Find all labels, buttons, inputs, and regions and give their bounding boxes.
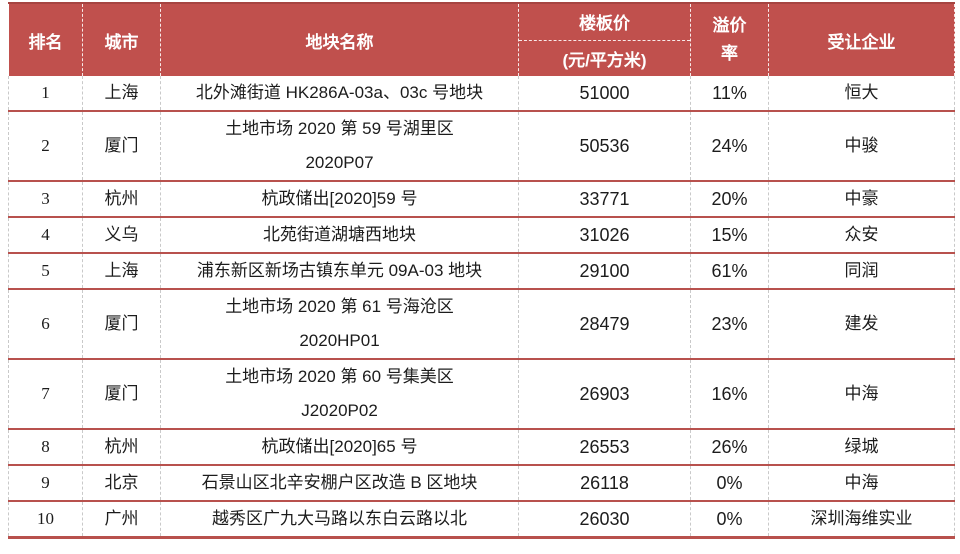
cell-city: 上海 [82,76,161,111]
cell-floor-price: 51000 [518,76,691,111]
cell-company: 深圳海维实业 [768,501,955,538]
cell-company: 绿城 [768,429,955,465]
cell-company: 建发 [768,289,955,359]
table-row: 3 杭州 杭政储出[2020]59 号 33771 20% 中豪 [8,181,955,217]
table-row: 6 厦门 土地市场 2020 第 61 号海沧区 2020HP01 28479 23% 建… [8,289,955,359]
header-premium-rate-label: 溢价 率 [712,16,747,63]
cell-parcel-name: 土地市场 2020 第 59 号湖里区 2020P07 [160,111,519,181]
header-premium-rate: 溢价 率 [690,2,769,76]
cell-parcel-name: 石景山区北辛安棚户区改造 B 区地块 [160,465,519,501]
cell-premium-rate: 20% [690,181,769,217]
cell-premium-rate: 24% [690,111,769,181]
cell-city: 厦门 [82,111,161,181]
table-row: 1 上海 北外滩街道 HK286A-03a、03c 号地块 51000 11% 恒大 [8,76,955,111]
table-row: 9 北京 石景山区北辛安棚户区改造 B 区地块 26118 0% 中海 [8,465,955,501]
header-floor-price: 楼板价 (元/平方米) [518,2,691,76]
cell-premium-rate: 0% [690,501,769,538]
header-rank: 排名 [8,2,83,76]
cell-company: 中海 [768,465,955,501]
header-parcel-name: 地块名称 [160,2,519,76]
cell-city: 上海 [82,253,161,289]
cell-city: 杭州 [82,429,161,465]
header-company: 受让企业 [768,2,955,76]
cell-rank: 10 [8,501,83,538]
cell-floor-price: 50536 [518,111,691,181]
table-body: 1 上海 北外滩街道 HK286A-03a、03c 号地块 51000 11% 恒大 2 厦门… [8,76,955,538]
cell-parcel-name: 浦东新区新场古镇东单元 09A-03 地块 [160,253,519,289]
cell-premium-rate: 23% [690,289,769,359]
cell-rank: 6 [8,289,83,359]
cell-city: 厦门 [82,359,161,429]
cell-parcel-name: 杭政储出[2020]65 号 [160,429,519,465]
cell-floor-price: 26030 [518,501,691,538]
cell-company: 恒大 [768,76,955,111]
cell-city: 杭州 [82,181,161,217]
header-city: 城市 [82,2,161,76]
cell-floor-price: 26118 [518,465,691,501]
cell-premium-rate: 26% [690,429,769,465]
cell-company: 中骏 [768,111,955,181]
cell-rank: 3 [8,181,83,217]
cell-parcel-name: 土地市场 2020 第 61 号海沧区 2020HP01 [160,289,519,359]
cell-parcel-name: 土地市场 2020 第 60 号集美区 J2020P02 [160,359,519,429]
header-floor-price-label: 楼板价 [519,4,690,41]
cell-rank: 1 [8,76,83,111]
cell-parcel-name: 杭政储出[2020]59 号 [160,181,519,217]
cell-company: 同润 [768,253,955,289]
cell-city: 义乌 [82,217,161,253]
header-floor-price-unit: (元/平方米) [562,50,647,70]
cell-rank: 5 [8,253,83,289]
cell-rank: 2 [8,111,83,181]
cell-floor-price: 26553 [518,429,691,465]
cell-premium-rate: 16% [690,359,769,429]
cell-floor-price: 26903 [518,359,691,429]
cell-floor-price: 31026 [518,217,691,253]
table-header: 排名 城市 地块名称 楼板价 (元/平方米) 溢价 率 受让企业 [8,2,955,76]
table-row: 5 上海 浦东新区新场古镇东单元 09A-03 地块 29100 61% 同润 [8,253,955,289]
cell-floor-price: 33771 [518,181,691,217]
cell-premium-rate: 0% [690,465,769,501]
cell-city: 北京 [82,465,161,501]
header-row: 排名 城市 地块名称 楼板价 (元/平方米) 溢价 率 受让企业 [8,2,955,76]
table-row: 4 义乌 北苑街道湖塘西地块 31026 15% 众安 [8,217,955,253]
cell-company: 众安 [768,217,955,253]
cell-city: 厦门 [82,289,161,359]
cell-company: 中海 [768,359,955,429]
cell-parcel-name: 越秀区广九大马路以东白云路以北 [160,501,519,538]
table-row: 8 杭州 杭政储出[2020]65 号 26553 26% 绿城 [8,429,955,465]
cell-rank: 8 [8,429,83,465]
cell-floor-price: 29100 [518,253,691,289]
cell-premium-rate: 61% [690,253,769,289]
cell-premium-rate: 15% [690,217,769,253]
land-price-ranking-table: 排名 城市 地块名称 楼板价 (元/平方米) 溢价 率 受让企业 1 上海 北外滩街… [8,2,955,539]
cell-rank: 4 [8,217,83,253]
cell-rank: 7 [8,359,83,429]
cell-rank: 9 [8,465,83,501]
cell-floor-price: 28479 [518,289,691,359]
table-row: 10 广州 越秀区广九大马路以东白云路以北 26030 0% 深圳海维实业 [8,501,955,538]
table-row: 2 厦门 土地市场 2020 第 59 号湖里区 2020P07 50536 24% 中骏 [8,111,955,181]
cell-city: 广州 [82,501,161,538]
cell-parcel-name: 北外滩街道 HK286A-03a、03c 号地块 [160,76,519,111]
cell-premium-rate: 11% [690,76,769,111]
cell-parcel-name: 北苑街道湖塘西地块 [160,217,519,253]
table-row: 7 厦门 土地市场 2020 第 60 号集美区 J2020P02 26903 16% 中… [8,359,955,429]
header-floor-price-wrap: 楼板价 (元/平方米) [519,4,690,76]
cell-company: 中豪 [768,181,955,217]
